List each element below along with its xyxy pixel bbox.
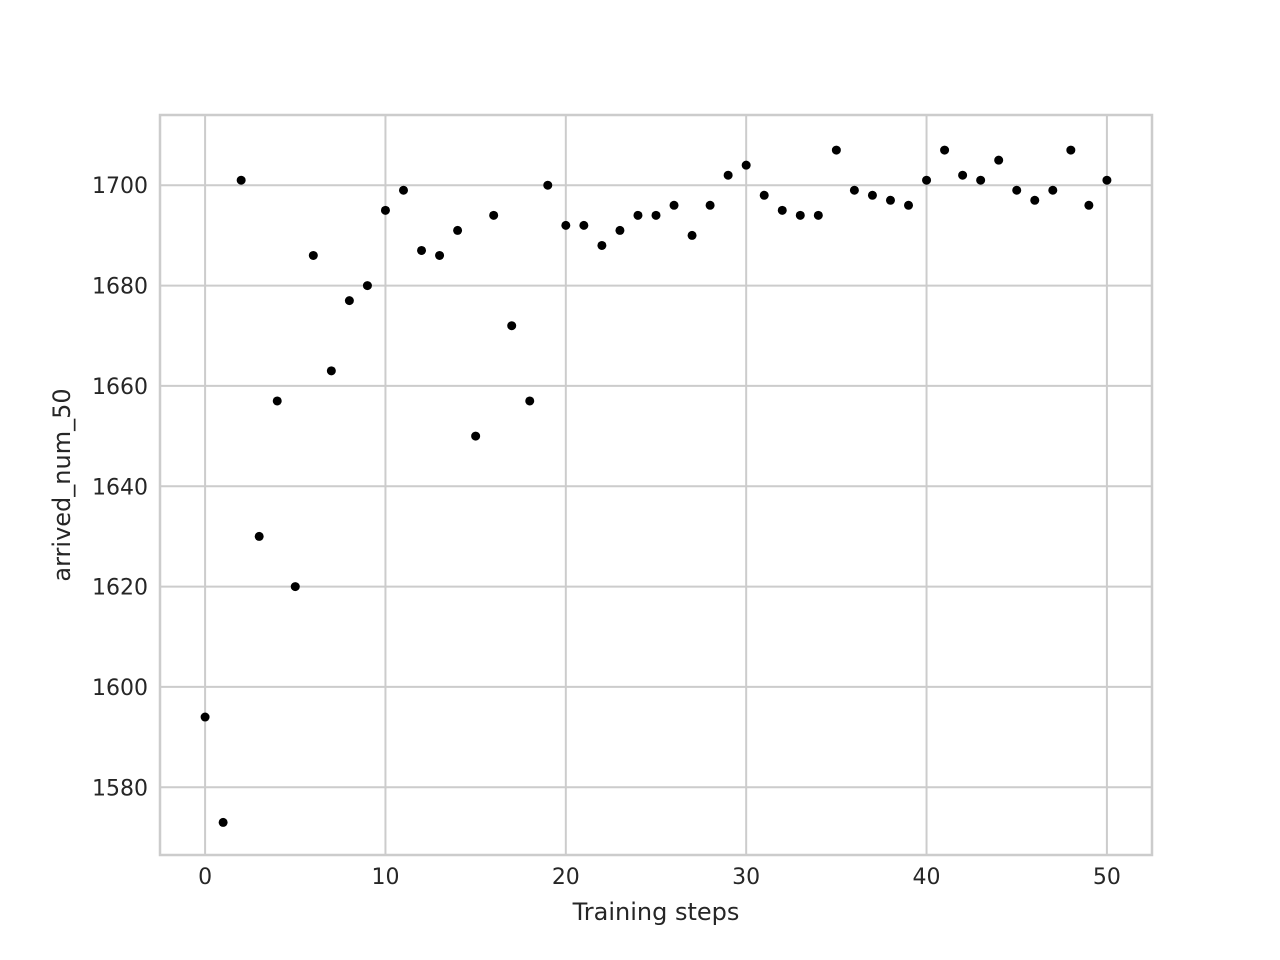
data-point xyxy=(453,225,463,235)
data-point xyxy=(579,220,589,230)
data-point xyxy=(489,210,499,220)
data-point xyxy=(308,250,318,260)
data-point xyxy=(344,296,354,306)
data-point xyxy=(380,205,390,215)
data-point xyxy=(867,190,877,200)
data-point xyxy=(994,155,1004,165)
data-point xyxy=(705,200,715,210)
data-point xyxy=(723,170,733,180)
data-point xyxy=(687,230,697,240)
data-point xyxy=(1030,195,1040,205)
x-tick-label: 20 xyxy=(552,865,580,890)
data-point xyxy=(1012,185,1022,195)
x-axis-label: Training steps xyxy=(572,898,740,926)
data-point xyxy=(849,185,859,195)
data-point xyxy=(417,245,427,255)
data-point xyxy=(435,250,445,260)
data-point xyxy=(669,200,679,210)
grid-lines xyxy=(160,115,1152,855)
data-point xyxy=(525,396,535,406)
x-tick-label: 0 xyxy=(198,865,212,890)
data-point xyxy=(904,200,914,210)
data-point xyxy=(651,210,661,220)
y-tick-label: 1600 xyxy=(92,676,148,701)
data-point xyxy=(633,210,643,220)
data-point xyxy=(831,145,841,155)
y-tick-label: 1620 xyxy=(92,576,148,601)
data-points xyxy=(200,145,1112,827)
data-point xyxy=(885,195,895,205)
data-point xyxy=(561,220,571,230)
data-point xyxy=(326,366,336,376)
y-tick-label: 1660 xyxy=(92,375,148,400)
data-point xyxy=(741,160,751,170)
data-point xyxy=(254,531,264,541)
x-tick-label: 50 xyxy=(1093,865,1121,890)
data-point xyxy=(507,321,517,331)
data-point xyxy=(543,180,553,190)
data-point xyxy=(922,175,932,185)
data-point xyxy=(1084,200,1094,210)
x-tick-label: 30 xyxy=(732,865,760,890)
x-tick-label: 10 xyxy=(371,865,399,890)
data-point xyxy=(1066,145,1076,155)
x-tick-label: 40 xyxy=(913,865,941,890)
y-tick-label: 1640 xyxy=(92,475,148,500)
data-point xyxy=(290,582,300,592)
data-point xyxy=(218,817,228,827)
y-tick-labels: 1580 1600 1620 1640 1660 1680 1700 xyxy=(92,174,148,801)
data-point xyxy=(398,185,408,195)
data-point xyxy=(597,240,607,250)
data-point xyxy=(777,205,787,215)
y-tick-label: 1700 xyxy=(92,174,148,199)
data-point xyxy=(615,225,625,235)
data-point xyxy=(795,210,805,220)
data-point xyxy=(272,396,282,406)
data-point xyxy=(958,170,968,180)
y-tick-label: 1680 xyxy=(92,275,148,300)
data-point xyxy=(236,175,246,185)
data-point xyxy=(940,145,950,155)
data-point xyxy=(813,210,823,220)
data-point xyxy=(1102,175,1112,185)
data-point xyxy=(759,190,769,200)
x-tick-labels: 0 10 20 30 40 50 xyxy=(198,865,1121,890)
y-axis-label: arrived_num_50 xyxy=(48,388,76,581)
data-point xyxy=(471,431,481,441)
data-point xyxy=(1048,185,1058,195)
data-point xyxy=(200,712,210,722)
plot-area-frame xyxy=(158,113,1154,857)
data-point xyxy=(362,281,372,291)
data-point xyxy=(976,175,986,185)
y-tick-label: 1580 xyxy=(92,776,148,801)
